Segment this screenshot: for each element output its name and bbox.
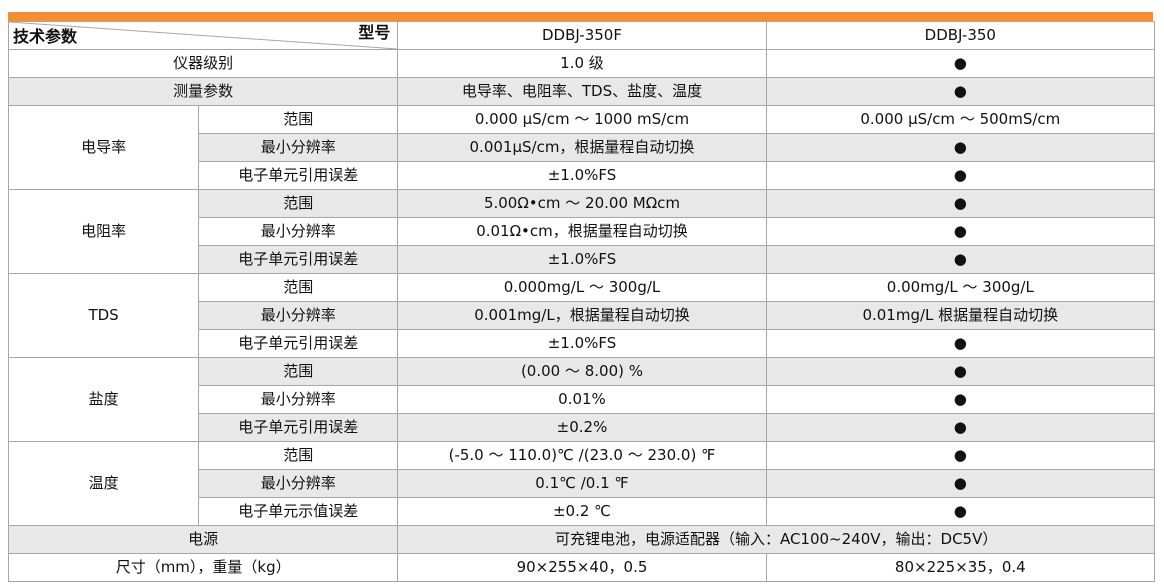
power-value: 可充锂电池，电源适配器（输入：AC100~240V，输出：DC5V） (397, 525, 1155, 554)
temperature-error-350: ● (765, 497, 1156, 526)
row-conductivity-range: 电导率 范围 0.000 μS/cm ～ 1000 mS/cm 0.000 μS… (7, 105, 1156, 190)
row-salinity-error: 电子单元引用误差 ±0.2% ● (9, 413, 1156, 442)
row-temperature-resolution: 最小分辨率 0.1℃ /0.1 ℉ ● (9, 469, 1156, 498)
temperature-resolution-label: 最小分辨率 (198, 469, 399, 498)
group-tds: TDS (7, 273, 200, 358)
row-temperature-range: 温度 范围 (-5.0 ～ 110.0)℃ /(23.0 ～ 230.0) ℉ … (7, 441, 1156, 526)
row-tds-range: TDS 范围 0.000mg/L ～ 300g/L 0.00mg/L ～ 300… (7, 273, 1156, 358)
tds-resolution-350f: 0.001mg/L，根据量程自动切换 (397, 301, 767, 330)
conductivity-error-label: 电子单元引用误差 (198, 161, 399, 190)
measure-params-350: ● (765, 77, 1156, 106)
measure-params-label: 测量参数 (7, 77, 399, 106)
tds-range-350f: 0.000mg/L ～ 300g/L (397, 273, 767, 302)
conductivity-resolution-label: 最小分辨率 (198, 133, 399, 162)
conductivity-resolution-350f: 0.001μS/cm，根据量程自动切换 (397, 133, 767, 162)
group-temperature: 温度 (7, 441, 200, 526)
tds-error-350f: ±1.0%FS (397, 329, 767, 358)
group-resistivity: 电阻率 (7, 189, 200, 274)
conductivity-resolution-350: ● (765, 133, 1156, 162)
resistivity-range-350: ● (765, 189, 1156, 218)
tds-resolution-label: 最小分辨率 (198, 301, 399, 330)
row-measure-params: 测量参数 电导率、电阻率、TDS、盐度、温度 ● (7, 77, 1156, 106)
tds-error-350: ● (765, 329, 1156, 358)
temperature-error-label: 电子单元示值误差 (198, 497, 399, 526)
conductivity-range-350f: 0.000 μS/cm ～ 1000 mS/cm (397, 105, 767, 134)
diagonal-header-cell: 型号 技术参数 (7, 21, 399, 50)
power-label: 电源 (7, 525, 399, 554)
temperature-resolution-350: ● (765, 469, 1156, 498)
instrument-level-350f: 1.0 级 (397, 49, 767, 78)
tds-range-350: 0.00mg/L ～ 300g/L (765, 273, 1156, 302)
salinity-error-350: ● (765, 413, 1156, 442)
temperature-error-350f: ±0.2 ℃ (397, 497, 767, 526)
conductivity-error-350: ● (765, 161, 1156, 190)
instrument-level-350: ● (765, 49, 1156, 78)
conductivity-error-350f: ±1.0%FS (397, 161, 767, 190)
row-resistivity-range: 电阻率 范围 5.00Ω•cm ～ 20.00 MΩcm ● (7, 189, 1156, 274)
header-model-ddbj-350: DDBJ-350 (765, 21, 1156, 50)
tds-range-label: 范围 (198, 273, 399, 302)
salinity-error-350f: ±0.2% (397, 413, 767, 442)
resistivity-resolution-350f: 0.01Ω•cm，根据量程自动切换 (397, 217, 767, 246)
size-weight-350f: 90×255×40，0.5 (397, 553, 767, 582)
group-salinity: 盐度 (7, 357, 200, 442)
row-size-weight: 尺寸（mm），重量（kg） 90×255×40，0.5 80×225×35，0.… (7, 553, 1156, 582)
size-weight-label: 尺寸（mm），重量（kg） (7, 553, 399, 582)
header-row: 型号 技术参数 DDBJ-350F DDBJ-350 (7, 21, 1156, 50)
measure-params-350f: 电导率、电阻率、TDS、盐度、温度 (397, 77, 767, 106)
resistivity-error-350: ● (765, 245, 1156, 274)
row-salinity-range: 盐度 范围 (0.00 ～ 8.00) % ● (7, 357, 1156, 442)
size-weight-350: 80×225×35，0.4 (765, 553, 1156, 582)
temperature-range-label: 范围 (198, 441, 399, 470)
accent-bar (8, 12, 1153, 21)
spec-table: 型号 技术参数 DDBJ-350F DDBJ-350 仪器级别 1.0 级 ● … (7, 21, 1156, 582)
salinity-range-350: ● (765, 357, 1156, 386)
temperature-resolution-350f: 0.1℃ /0.1 ℉ (397, 469, 767, 498)
salinity-error-label: 电子单元引用误差 (198, 413, 399, 442)
resistivity-range-350f: 5.00Ω•cm ～ 20.00 MΩcm (397, 189, 767, 218)
tds-resolution-350: 0.01mg/L 根据量程自动切换 (765, 301, 1156, 330)
resistivity-range-label: 范围 (198, 189, 399, 218)
resistivity-error-label: 电子单元引用误差 (198, 245, 399, 274)
salinity-range-350f: (0.00 ～ 8.00) % (397, 357, 767, 386)
resistivity-error-350f: ±1.0%FS (397, 245, 767, 274)
conductivity-range-350: 0.000 μS/cm ～ 500mS/cm (765, 105, 1156, 134)
temperature-range-350f: (-5.0 ～ 110.0)℃ /(23.0 ～ 230.0) ℉ (397, 441, 767, 470)
salinity-resolution-350f: 0.01% (397, 385, 767, 414)
resistivity-resolution-350: ● (765, 217, 1156, 246)
conductivity-range-label: 范围 (198, 105, 399, 134)
resistivity-resolution-label: 最小分辨率 (198, 217, 399, 246)
row-tds-resolution: 最小分辨率 0.001mg/L，根据量程自动切换 0.01mg/L 根据量程自动… (9, 301, 1156, 330)
salinity-range-label: 范围 (198, 357, 399, 386)
row-salinity-resolution: 最小分辨率 0.01% ● (9, 385, 1156, 414)
row-tds-error: 电子单元引用误差 ±1.0%FS ● (9, 329, 1156, 358)
salinity-resolution-350: ● (765, 385, 1156, 414)
header-tech-label: 技术参数 (13, 27, 78, 46)
row-power: 电源 可充锂电池，电源适配器（输入：AC100~240V，输出：DC5V） (7, 525, 1155, 554)
group-conductivity: 电导率 (7, 105, 200, 190)
header-model-label: 型号 (358, 23, 391, 42)
instrument-level-label: 仪器级别 (7, 49, 399, 78)
header-model-ddbj-350f: DDBJ-350F (397, 21, 767, 50)
diagonal-line (9, 22, 397, 49)
salinity-resolution-label: 最小分辨率 (198, 385, 399, 414)
tds-error-label: 电子单元引用误差 (198, 329, 399, 358)
temperature-range-350: ● (765, 441, 1156, 470)
row-instrument-level: 仪器级别 1.0 级 ● (7, 49, 1156, 78)
